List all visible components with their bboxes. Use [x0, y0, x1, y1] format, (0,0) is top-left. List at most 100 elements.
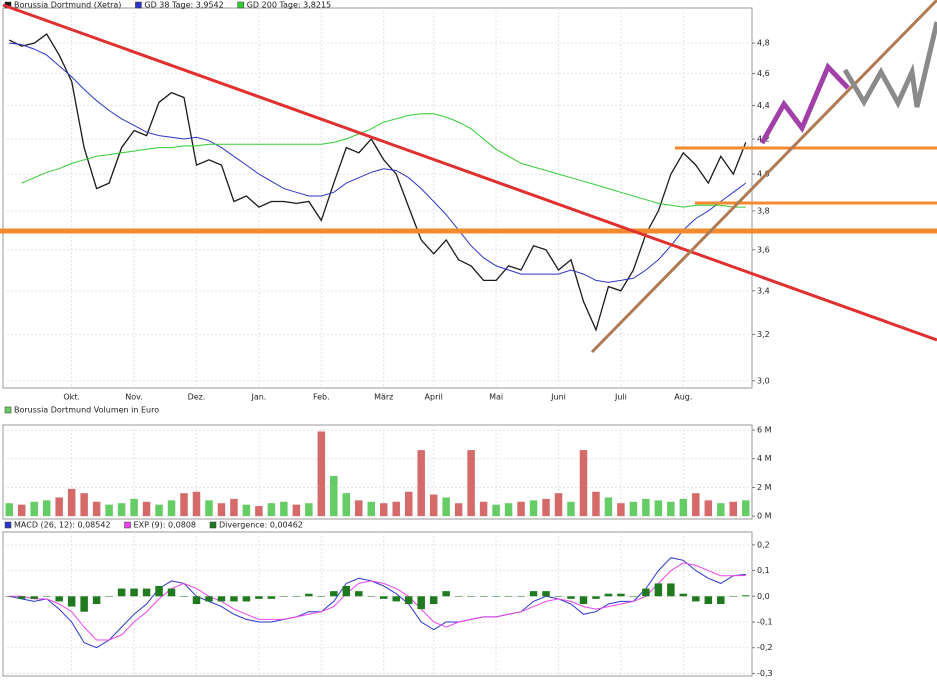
bar: [654, 583, 663, 597]
legend-label: Borussia Dortmund Volumen in Euro: [14, 406, 159, 415]
bar: [667, 583, 675, 597]
bar: [529, 591, 538, 597]
bar: [217, 503, 226, 517]
x-tick-label: Dez.: [188, 393, 206, 402]
uptrend-line: [590, 0, 937, 354]
bar: [230, 498, 238, 517]
y-tick-label: 3,4: [757, 286, 770, 295]
bar: [592, 491, 600, 517]
x-tick-label: Nov.: [125, 393, 143, 402]
bar: [80, 493, 88, 517]
legend-swatch: [4, 406, 12, 414]
bar: [379, 503, 388, 517]
bar: [230, 596, 238, 602]
legend-label: Borussia Dortmund (Xetra): [14, 1, 121, 10]
y-tick-label: -0,2: [757, 643, 773, 652]
bar: [142, 588, 151, 597]
y-tick-label: -0,3: [757, 669, 773, 678]
y-tick-label: 3,6: [757, 245, 770, 254]
x-tick-label: Jan.: [250, 393, 266, 402]
bar: [467, 596, 475, 597]
bar: [692, 493, 700, 517]
bar: [292, 596, 301, 597]
projection: [842, 21, 937, 109]
bar: [17, 596, 26, 599]
bar: [142, 501, 151, 517]
bar: [467, 450, 475, 517]
y-tick-label: 3,0: [757, 376, 770, 385]
bar: [404, 491, 413, 517]
bar: [379, 596, 388, 599]
y-tick-label: 0,1: [757, 566, 770, 575]
y-tick-label: 4,4: [757, 101, 770, 110]
bar: [5, 503, 13, 517]
bar: [80, 596, 88, 612]
downtrend-line: [2, 3, 937, 342]
bar: [117, 503, 126, 517]
bar: [442, 497, 450, 517]
bar: [517, 501, 525, 517]
macd-panel: [2, 531, 753, 677]
bar: [205, 596, 213, 602]
bar: [442, 591, 450, 597]
bar: [504, 596, 513, 597]
bar: [292, 504, 301, 517]
y-tick-label: 0 M: [757, 512, 772, 521]
bar: [704, 500, 713, 517]
series-line: [9, 557, 746, 649]
bar: [155, 504, 163, 517]
bar: [42, 596, 51, 597]
bar: [255, 506, 263, 517]
y-tick-label: 4 M: [757, 454, 772, 463]
y-tick-label: 4,0: [757, 170, 770, 179]
bar: [492, 596, 500, 597]
bar: [280, 596, 288, 597]
bar: [429, 596, 438, 604]
bar: [192, 491, 201, 517]
x-tick-label: Okt.: [63, 393, 80, 402]
bar: [330, 475, 338, 517]
bar: [567, 596, 575, 599]
bar: [267, 596, 276, 599]
y-tick-label: -0,1: [757, 618, 773, 627]
bar: [130, 588, 138, 597]
bar: [629, 596, 638, 597]
bar: [592, 596, 600, 599]
bar: [679, 593, 688, 597]
bar: [729, 596, 738, 597]
bar: [642, 588, 650, 597]
bar: [517, 596, 525, 597]
bar: [342, 493, 351, 517]
legend-label: Divergence: 0,00462: [219, 521, 303, 530]
legend-swatch: [209, 521, 217, 529]
series-line: [9, 562, 746, 641]
bar: [155, 586, 163, 597]
bar: [255, 596, 263, 599]
bar: [55, 497, 63, 517]
projection: [759, 62, 850, 145]
x-tick-label: Juli: [614, 393, 627, 402]
legend-label: GD 38 Tage: 3,9542: [144, 1, 223, 10]
bar: [330, 591, 338, 597]
bar: [130, 498, 138, 517]
series-line: [8, 33, 747, 332]
legend-swatch: [4, 521, 12, 529]
legend-swatch: [124, 521, 131, 529]
bar: [5, 596, 13, 597]
bar: [667, 501, 675, 517]
y-tick-label: 6 M: [757, 426, 772, 435]
bar: [554, 493, 563, 517]
series-line: [21, 113, 746, 208]
bar: [654, 500, 663, 517]
bar: [617, 593, 625, 597]
legend-label: MACD (26, 12): 0,08542: [14, 521, 111, 530]
bar: [267, 503, 276, 517]
bar: [180, 596, 188, 597]
bar: [92, 501, 101, 517]
bar: [417, 596, 425, 610]
bar: [317, 431, 326, 517]
bar: [355, 591, 363, 597]
bar: [604, 497, 613, 517]
bar: [392, 596, 400, 602]
